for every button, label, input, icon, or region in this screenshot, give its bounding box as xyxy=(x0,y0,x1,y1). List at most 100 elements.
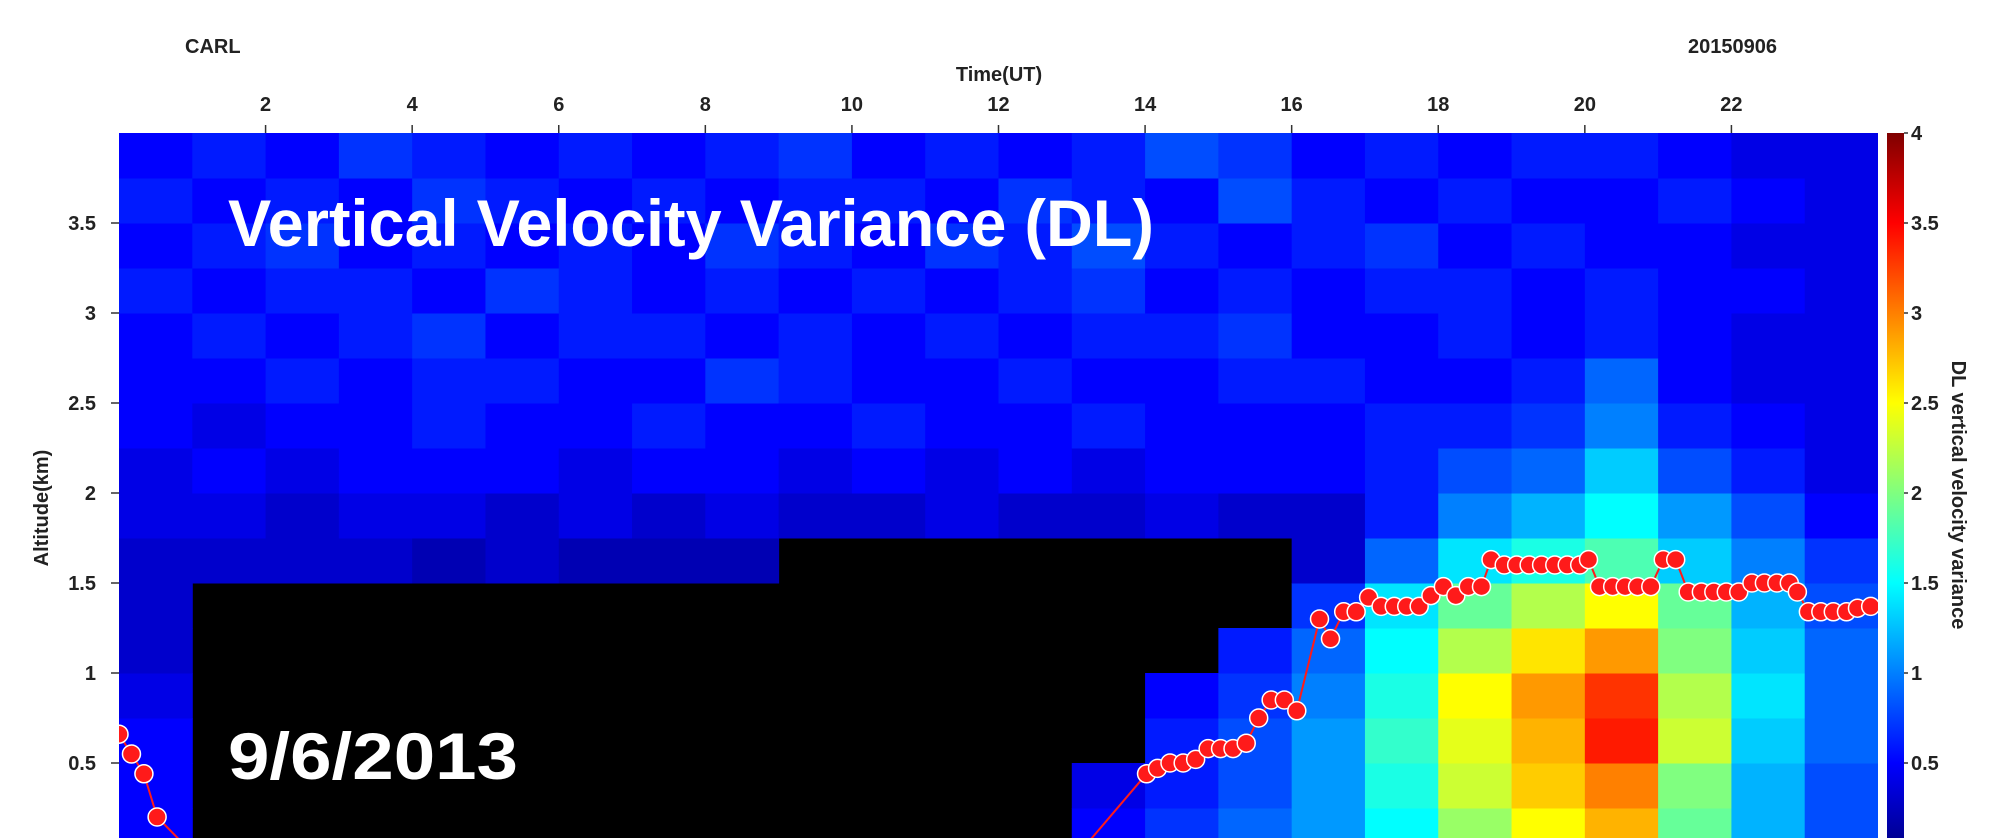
colorbar-tick-label: 4 xyxy=(1911,123,1923,145)
heatmap-cell xyxy=(1364,133,1439,179)
colorbar-tick-label: 1.5 xyxy=(1911,573,1939,595)
heatmap-cell xyxy=(1658,358,1732,404)
heatmap-cell xyxy=(485,448,560,494)
heatmap-cell xyxy=(119,493,193,539)
heatmap-cell xyxy=(851,313,926,359)
heatmap-cell xyxy=(265,403,340,449)
heatmap-cell xyxy=(705,493,780,539)
heatmap-cell xyxy=(1364,538,1439,584)
heatmap-cell xyxy=(1731,808,1806,838)
heatmap-cell xyxy=(632,313,706,359)
heatmap-cell xyxy=(1804,763,1878,809)
heatmap-cell xyxy=(485,223,560,269)
heatmap-cell xyxy=(1071,493,1146,539)
heatmap-cell xyxy=(1658,403,1732,449)
heatmap-cell xyxy=(998,403,1073,449)
heatmap-cell xyxy=(1438,223,1513,269)
heatmap-cell xyxy=(558,313,633,359)
heatmap-cell xyxy=(1731,448,1806,494)
overlay-point xyxy=(119,724,129,744)
y-tick-label: 2.5 xyxy=(68,393,96,415)
heatmap-cell xyxy=(485,493,560,539)
heatmap-cell xyxy=(338,493,413,539)
heatmap-cell xyxy=(1511,718,1586,764)
overlay-point xyxy=(1471,576,1492,597)
heatmap-cell xyxy=(558,178,633,224)
heatmap-cell xyxy=(265,133,340,179)
x-tick-label: 14 xyxy=(1134,94,1157,116)
heatmap-cell xyxy=(558,448,633,494)
y-tick-label: 2 xyxy=(85,483,96,505)
y-tick-label: 3.5 xyxy=(68,213,96,235)
heatmap-cell xyxy=(632,448,706,494)
heatmap-cell xyxy=(1511,763,1586,809)
heatmap-cell xyxy=(558,403,633,449)
heatmap-cell xyxy=(1584,223,1659,269)
heatmap-cell xyxy=(1218,808,1293,838)
heatmap-cell xyxy=(1731,763,1806,809)
heatmap-cell xyxy=(1438,493,1513,539)
heatmap-cell xyxy=(632,223,706,269)
heatmap-cell xyxy=(1218,448,1293,494)
heatmap-cell xyxy=(338,268,413,314)
heatmap-cell xyxy=(1438,313,1513,359)
heatmap-cell xyxy=(412,493,486,539)
heatmap-cell xyxy=(338,223,413,269)
heatmap-cell xyxy=(1804,718,1878,764)
heatmap-cell xyxy=(265,178,340,224)
heatmap xyxy=(119,133,1878,838)
heatmap-cell xyxy=(1145,403,1219,449)
heatmap-cell xyxy=(119,538,193,584)
header-right: 20150906 xyxy=(1688,36,1777,58)
heatmap-cell xyxy=(1804,178,1878,224)
heatmap-cell xyxy=(485,268,560,314)
heatmap-cell xyxy=(338,403,413,449)
heatmap-cell xyxy=(1438,763,1513,809)
heatmap-cell xyxy=(778,223,853,269)
colorbar xyxy=(1887,133,1904,838)
heatmap-cell xyxy=(192,178,267,224)
overlay-point xyxy=(121,744,142,764)
y-tick-label: 3 xyxy=(85,303,96,325)
heatmap-cell xyxy=(925,403,999,449)
heatmap-cell xyxy=(1438,358,1513,404)
heatmap-cell xyxy=(778,403,853,449)
y-tick-label: 1 xyxy=(85,663,96,685)
heatmap-cell xyxy=(1511,493,1586,539)
heatmap-cell xyxy=(1804,808,1878,838)
overlay-line xyxy=(119,549,1878,838)
heatmap-cell xyxy=(412,358,486,404)
overlay-point xyxy=(1320,629,1341,649)
heatmap-cell xyxy=(705,358,780,404)
heatmap-cell xyxy=(1804,268,1878,314)
heatmap-cell xyxy=(1218,358,1293,404)
heatmap-cell xyxy=(1145,358,1219,404)
heatmap-cell xyxy=(1511,628,1586,674)
overlay-point xyxy=(1641,576,1661,597)
overlay-point xyxy=(1236,733,1256,753)
heatmap-cell xyxy=(998,358,1073,404)
heatmap-cell xyxy=(192,313,267,359)
colorbar-tick-label: 1 xyxy=(1911,663,1922,685)
heatmap-cell xyxy=(1291,223,1366,269)
heatmap-cell xyxy=(119,313,193,359)
heatmap-cell xyxy=(1658,268,1732,314)
heatmap-cell xyxy=(851,493,926,539)
heatmap-cell xyxy=(1291,268,1366,314)
heatmap-cell xyxy=(412,313,486,359)
heatmap-cell xyxy=(1658,223,1732,269)
heatmap-cell xyxy=(558,268,633,314)
heatmap-cell xyxy=(851,403,926,449)
heatmap-cell xyxy=(925,358,999,404)
heatmap-cell xyxy=(558,493,633,539)
heatmap-cell xyxy=(119,358,193,404)
heatmap-cell xyxy=(412,403,486,449)
heatmap-cell xyxy=(1364,178,1439,224)
overlay-point xyxy=(1787,582,1808,602)
heatmap-cell xyxy=(1584,268,1659,314)
heatmap-cell xyxy=(119,133,193,179)
heatmap-cell xyxy=(1218,178,1293,224)
heatmap-cell xyxy=(705,268,780,314)
heatmap-cell xyxy=(1584,178,1659,224)
heatmap-cell xyxy=(1291,718,1366,764)
